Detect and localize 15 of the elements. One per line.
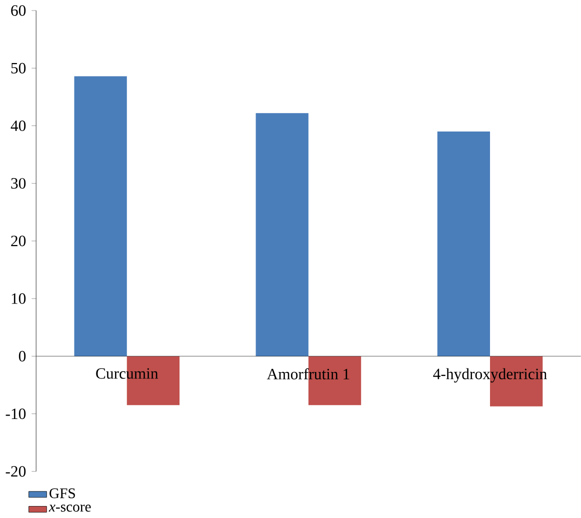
y-tick-label: 10	[12, 293, 26, 304]
y-tick-label: 0	[18, 350, 26, 362]
y-tick-label: 40	[10, 120, 26, 131]
bar	[437, 131, 490, 356]
x-tick-label: Curcumin	[96, 368, 158, 379]
bar	[74, 76, 127, 356]
y-tick-label: 50	[11, 62, 26, 74]
bar	[256, 113, 308, 356]
y-tick-label: 30	[11, 178, 26, 189]
legend-label: GFS	[50, 488, 75, 498]
y-tick-label: 60	[11, 5, 26, 16]
y-tick-label: 20	[11, 236, 26, 246]
legend-label: x-score	[48, 504, 91, 512]
y-tick-label: -10	[6, 408, 26, 420]
y-tick-label: -20	[6, 466, 26, 477]
